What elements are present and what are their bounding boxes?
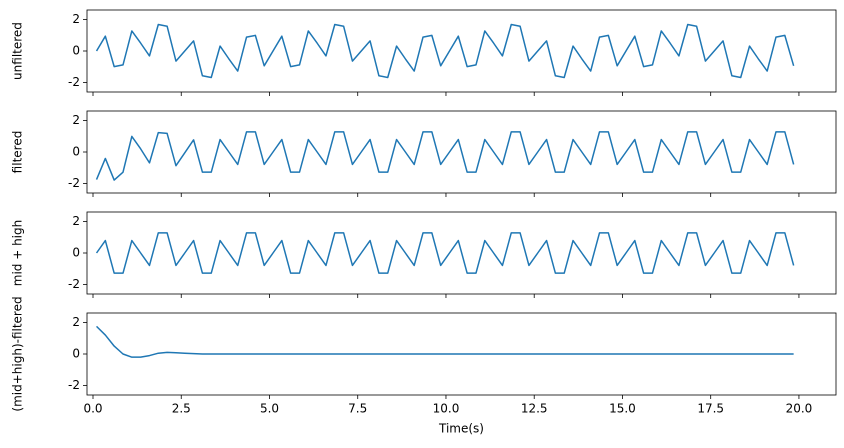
y-tick-label: -2 [68,176,80,190]
y-tick-label: 0 [72,246,80,260]
y-tick-label: 0 [72,44,80,58]
y-tick-label: -2 [68,75,80,89]
y-tick-label: 0 [72,347,80,361]
axes-frame [86,211,837,295]
y-tick-label: -2 [68,378,80,392]
data-line [95,131,795,181]
x-tick-label: 15.0 [609,402,636,416]
x-tick-label: 0.0 [83,402,102,416]
y-tick-label: 2 [72,12,80,26]
y-axis-label: unfiltered [11,22,25,80]
y-tick-label: 2 [72,214,80,228]
data-line [95,232,795,274]
x-tick-label: 17.5 [697,402,724,416]
y-tick-label: 2 [72,315,80,329]
data-line [96,325,794,358]
y-axis-label: filtered [11,131,25,174]
axes-frame [86,110,837,194]
y-axis-label: mid + high [11,220,25,287]
y-tick-label: 2 [72,113,80,127]
x-tick-label: 5.0 [260,402,279,416]
axes-frame [86,312,837,396]
y-tick-label: -2 [68,277,80,291]
y-tick-label: 0 [72,145,80,159]
y-axis-label: (mid+high)-filtered [11,296,25,411]
x-tick-label: 20.0 [786,402,813,416]
data-line [95,23,795,79]
x-tick-label: 12.5 [521,402,548,416]
axes-frame [86,9,837,93]
x-tick-label: 7.5 [348,402,367,416]
x-tick-label: 10.0 [433,402,460,416]
x-tick-label: 2.5 [172,402,191,416]
x-axis-label: Time(s) [438,422,484,436]
